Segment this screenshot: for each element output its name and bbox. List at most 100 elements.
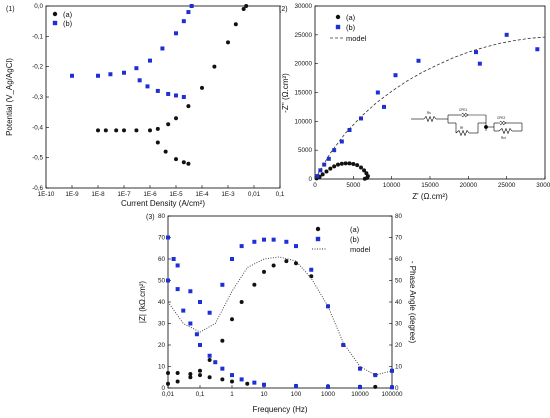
- right-y-tick-label: 60: [395, 256, 403, 263]
- circuit-label-rs: Rs: [427, 111, 431, 115]
- data-point-b: [252, 380, 257, 385]
- panel1-x-ticks: 1E-10 1E-9 1E-8 1E-7 1E-6 1E-5 1E-4 1E-3 0,01 0,1: [38, 185, 285, 198]
- panel2-x-ticks: 0 5000 10000 15000 20000 25000 30000: [313, 176, 550, 189]
- data-point-a: [262, 269, 266, 274]
- data-point-a: [175, 379, 180, 384]
- y-tick-label: -0,2: [32, 64, 43, 71]
- data-point-a: [373, 384, 378, 389]
- data-point-b: [181, 308, 186, 313]
- legend-marker-a: [335, 14, 341, 20]
- data-point-a: [198, 368, 202, 373]
- y-tick-label: 0,0: [34, 3, 43, 10]
- data-point-b: [137, 78, 142, 83]
- panel1-y-ticks: 0,0 -0,1 -0,2 -0,3 -0,4 -0,5 -0,6: [32, 3, 49, 192]
- data-point-a: [220, 338, 225, 343]
- data-point-a: [207, 375, 212, 380]
- data-point-a: [241, 7, 246, 12]
- legend-label-model: model: [346, 34, 367, 43]
- panel1-x-label: Current Density (A/cm²): [121, 199, 205, 208]
- legend-label-b: (b): [350, 235, 360, 244]
- data-point-b: [284, 239, 289, 244]
- x-tick-label: 0,01: [162, 391, 175, 398]
- data-point-b: [341, 343, 346, 347]
- data-point-a: [336, 162, 340, 167]
- data-point-a: [362, 168, 367, 173]
- data-point-a: [320, 172, 325, 177]
- panel2-legend: (a) (b) model: [330, 13, 367, 43]
- data-point-b: [207, 353, 212, 358]
- data-point-a: [200, 85, 204, 90]
- data-point-b: [332, 148, 337, 153]
- data-point-b: [393, 73, 398, 78]
- data-point-b: [174, 93, 178, 98]
- y-tick-label: -0,6: [32, 185, 43, 192]
- data-point-b: [166, 91, 171, 96]
- y-tick-label: -0,4: [32, 124, 43, 131]
- x-tick-label: 1E-8: [91, 191, 105, 198]
- circuit-label-rct: Rct: [501, 136, 506, 140]
- data-point-b: [188, 289, 193, 294]
- x-tick-label: 1E-9: [65, 191, 79, 198]
- data-point-b: [166, 278, 170, 283]
- data-point-b: [194, 332, 199, 337]
- data-point-a: [166, 370, 170, 375]
- panel2-data: [314, 32, 546, 181]
- data-point-b: [271, 237, 276, 242]
- data-point-b: [315, 174, 320, 179]
- data-point-b: [198, 343, 202, 347]
- panel3-y-ticks: 0 10 20 30 40 50 60 70 80: [158, 213, 171, 392]
- data-point-a: [332, 164, 337, 169]
- panel1-legend: (a) (b): [52, 10, 73, 28]
- data-point-a: [252, 282, 257, 287]
- data-point-a: [134, 128, 139, 133]
- panel-label-1: (1): [6, 6, 15, 13]
- panel3-right-y-ticks: 0 10 20 30 40 50 60 70 80: [389, 213, 403, 392]
- data-point-a: [122, 128, 126, 133]
- data-point-a: [347, 161, 352, 166]
- x-tick-label: 30000: [536, 182, 550, 189]
- data-point-a: [188, 372, 193, 377]
- data-point-a: [294, 261, 298, 266]
- data-point-a: [103, 128, 108, 133]
- right-y-tick-label: 10: [395, 364, 403, 371]
- model-fit-line: [167, 256, 393, 376]
- data-point-b: [174, 31, 178, 36]
- data-point-b: [535, 47, 540, 52]
- model-fit-line: [314, 36, 546, 180]
- data-point-a: [233, 22, 238, 27]
- x-tick-label: 1E-7: [117, 191, 131, 198]
- cpe2-icon: [499, 120, 504, 126]
- y-tick-label: 15000: [294, 90, 312, 97]
- legend-label-model: model: [350, 245, 371, 254]
- x-tick-label: 1E-10: [38, 191, 55, 198]
- data-point-b: [309, 267, 314, 272]
- panel3-right-y-label: - Phase Angle (degree): [408, 261, 417, 344]
- data-point-b: [294, 384, 298, 389]
- data-point-b: [188, 321, 193, 326]
- data-point-a: [175, 370, 180, 375]
- resistor-rct-icon: [498, 127, 513, 135]
- data-point-b: [262, 237, 266, 242]
- resistor-rf-icon: [455, 129, 470, 137]
- panel1-data: [70, 4, 249, 166]
- data-point-b: [326, 304, 330, 309]
- x-tick-label: 10: [260, 391, 268, 398]
- data-point-a: [174, 157, 178, 162]
- panel2-x-label: Z' (Ω.cm²): [412, 192, 448, 201]
- data-point-a: [181, 160, 186, 165]
- right-y-tick-label: 80: [395, 213, 403, 220]
- x-tick-label: 5000: [346, 182, 361, 189]
- y-tick-label: 30: [158, 321, 166, 328]
- y-tick-label: 10: [158, 364, 166, 371]
- data-point-a: [96, 128, 100, 133]
- data-point-a: [155, 140, 160, 145]
- data-point-b: [358, 385, 362, 390]
- data-point-b: [239, 377, 244, 382]
- panel2-y-label: -Z'' (Ω.cm²): [281, 73, 290, 113]
- data-point-a: [244, 4, 249, 8]
- y-tick-label: 10000: [294, 118, 312, 125]
- y-tick-label: 50: [158, 278, 166, 285]
- data-point-b: [477, 61, 482, 66]
- data-point-b: [230, 373, 234, 378]
